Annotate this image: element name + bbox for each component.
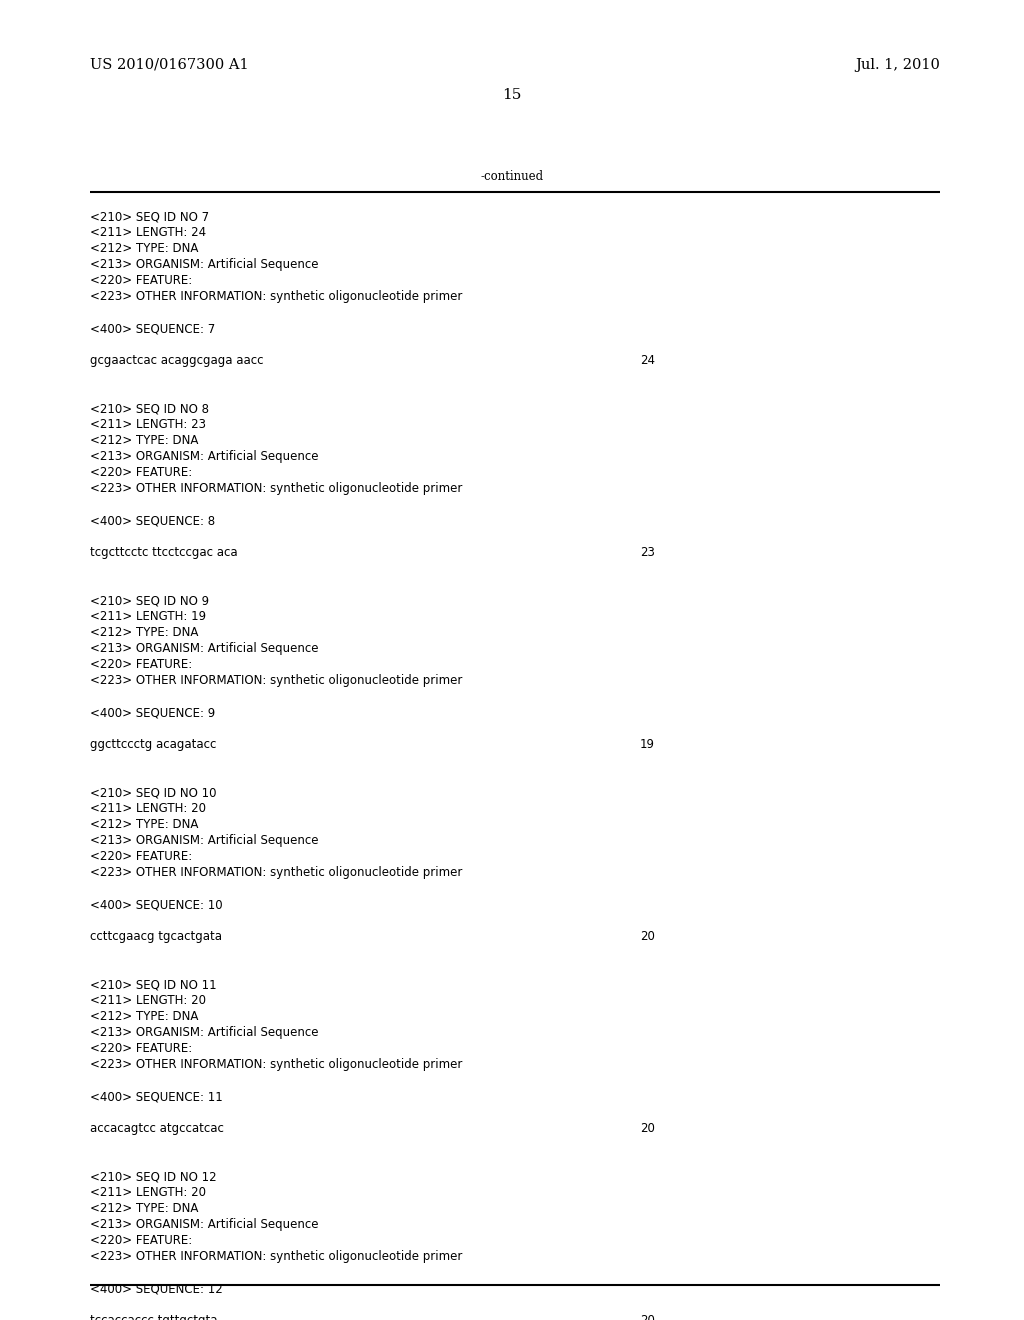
Text: <223> OTHER INFORMATION: synthetic oligonucleotide primer: <223> OTHER INFORMATION: synthetic oligo… bbox=[90, 1059, 463, 1071]
Text: <213> ORGANISM: Artificial Sequence: <213> ORGANISM: Artificial Sequence bbox=[90, 642, 318, 655]
Text: <213> ORGANISM: Artificial Sequence: <213> ORGANISM: Artificial Sequence bbox=[90, 1218, 318, 1232]
Text: <212> TYPE: DNA: <212> TYPE: DNA bbox=[90, 626, 199, 639]
Text: <223> OTHER INFORMATION: synthetic oligonucleotide primer: <223> OTHER INFORMATION: synthetic oligo… bbox=[90, 1250, 463, 1263]
Text: <213> ORGANISM: Artificial Sequence: <213> ORGANISM: Artificial Sequence bbox=[90, 450, 318, 463]
Text: <220> FEATURE:: <220> FEATURE: bbox=[90, 850, 193, 863]
Text: <212> TYPE: DNA: <212> TYPE: DNA bbox=[90, 1010, 199, 1023]
Text: 19: 19 bbox=[640, 738, 655, 751]
Text: <220> FEATURE:: <220> FEATURE: bbox=[90, 1041, 193, 1055]
Text: <211> LENGTH: 20: <211> LENGTH: 20 bbox=[90, 1185, 206, 1199]
Text: -continued: -continued bbox=[480, 170, 544, 183]
Text: <400> SEQUENCE: 11: <400> SEQUENCE: 11 bbox=[90, 1090, 223, 1104]
Text: Jul. 1, 2010: Jul. 1, 2010 bbox=[855, 58, 940, 73]
Text: 15: 15 bbox=[503, 88, 521, 102]
Text: <400> SEQUENCE: 12: <400> SEQUENCE: 12 bbox=[90, 1282, 223, 1295]
Text: <213> ORGANISM: Artificial Sequence: <213> ORGANISM: Artificial Sequence bbox=[90, 1026, 318, 1039]
Text: <210> SEQ ID NO 12: <210> SEQ ID NO 12 bbox=[90, 1170, 217, 1183]
Text: gcgaactcac acaggcgaga aacc: gcgaactcac acaggcgaga aacc bbox=[90, 354, 263, 367]
Text: <211> LENGTH: 24: <211> LENGTH: 24 bbox=[90, 226, 206, 239]
Text: tccaccaccc tgttgctgta: tccaccaccc tgttgctgta bbox=[90, 1313, 217, 1320]
Text: <223> OTHER INFORMATION: synthetic oligonucleotide primer: <223> OTHER INFORMATION: synthetic oligo… bbox=[90, 675, 463, 686]
Text: <212> TYPE: DNA: <212> TYPE: DNA bbox=[90, 242, 199, 255]
Text: 20: 20 bbox=[640, 1122, 655, 1135]
Text: <220> FEATURE:: <220> FEATURE: bbox=[90, 466, 193, 479]
Text: <211> LENGTH: 20: <211> LENGTH: 20 bbox=[90, 994, 206, 1007]
Text: <210> SEQ ID NO 7: <210> SEQ ID NO 7 bbox=[90, 210, 209, 223]
Text: <220> FEATURE:: <220> FEATURE: bbox=[90, 275, 193, 286]
Text: <213> ORGANISM: Artificial Sequence: <213> ORGANISM: Artificial Sequence bbox=[90, 834, 318, 847]
Text: US 2010/0167300 A1: US 2010/0167300 A1 bbox=[90, 58, 249, 73]
Text: ggcttccctg acagatacc: ggcttccctg acagatacc bbox=[90, 738, 216, 751]
Text: 23: 23 bbox=[640, 546, 655, 558]
Text: <212> TYPE: DNA: <212> TYPE: DNA bbox=[90, 434, 199, 447]
Text: <213> ORGANISM: Artificial Sequence: <213> ORGANISM: Artificial Sequence bbox=[90, 257, 318, 271]
Text: <211> LENGTH: 23: <211> LENGTH: 23 bbox=[90, 418, 206, 432]
Text: <400> SEQUENCE: 10: <400> SEQUENCE: 10 bbox=[90, 898, 222, 911]
Text: <223> OTHER INFORMATION: synthetic oligonucleotide primer: <223> OTHER INFORMATION: synthetic oligo… bbox=[90, 482, 463, 495]
Text: <223> OTHER INFORMATION: synthetic oligonucleotide primer: <223> OTHER INFORMATION: synthetic oligo… bbox=[90, 290, 463, 304]
Text: tcgcttcctc ttcctccgac aca: tcgcttcctc ttcctccgac aca bbox=[90, 546, 238, 558]
Text: ccttcgaacg tgcactgata: ccttcgaacg tgcactgata bbox=[90, 931, 222, 942]
Text: <210> SEQ ID NO 9: <210> SEQ ID NO 9 bbox=[90, 594, 209, 607]
Text: <400> SEQUENCE: 9: <400> SEQUENCE: 9 bbox=[90, 706, 215, 719]
Text: 20: 20 bbox=[640, 931, 655, 942]
Text: <210> SEQ ID NO 8: <210> SEQ ID NO 8 bbox=[90, 403, 209, 414]
Text: 20: 20 bbox=[640, 1313, 655, 1320]
Text: <220> FEATURE:: <220> FEATURE: bbox=[90, 1234, 193, 1247]
Text: <220> FEATURE:: <220> FEATURE: bbox=[90, 657, 193, 671]
Text: <210> SEQ ID NO 10: <210> SEQ ID NO 10 bbox=[90, 785, 216, 799]
Text: 24: 24 bbox=[640, 354, 655, 367]
Text: <212> TYPE: DNA: <212> TYPE: DNA bbox=[90, 818, 199, 832]
Text: <210> SEQ ID NO 11: <210> SEQ ID NO 11 bbox=[90, 978, 217, 991]
Text: <212> TYPE: DNA: <212> TYPE: DNA bbox=[90, 1203, 199, 1214]
Text: <223> OTHER INFORMATION: synthetic oligonucleotide primer: <223> OTHER INFORMATION: synthetic oligo… bbox=[90, 866, 463, 879]
Text: <211> LENGTH: 20: <211> LENGTH: 20 bbox=[90, 803, 206, 814]
Text: <400> SEQUENCE: 8: <400> SEQUENCE: 8 bbox=[90, 513, 215, 527]
Text: <211> LENGTH: 19: <211> LENGTH: 19 bbox=[90, 610, 206, 623]
Text: <400> SEQUENCE: 7: <400> SEQUENCE: 7 bbox=[90, 322, 215, 335]
Text: accacagtcc atgccatcac: accacagtcc atgccatcac bbox=[90, 1122, 224, 1135]
